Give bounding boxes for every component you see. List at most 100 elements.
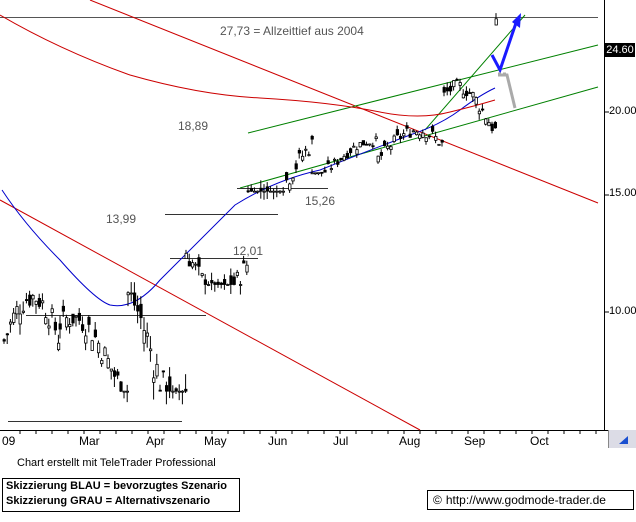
candle-body — [329, 168, 334, 171]
candle-body — [336, 161, 340, 165]
candle-body — [71, 313, 75, 324]
candle-body — [355, 149, 359, 155]
candle-body — [171, 390, 175, 393]
candle-body — [226, 284, 230, 286]
candle-body — [395, 129, 400, 136]
candle-body — [471, 92, 475, 98]
candle-body — [474, 97, 478, 105]
candle-body — [427, 135, 432, 138]
candle-body — [252, 190, 257, 193]
candle-body — [119, 381, 123, 392]
candle-body — [145, 332, 149, 337]
candle-body — [371, 145, 375, 148]
candle-body — [259, 187, 263, 192]
candle-body — [47, 325, 51, 329]
chart-overlays — [0, 0, 636, 434]
candle-body — [304, 148, 308, 151]
candle-body — [53, 321, 58, 331]
level-1526-label: 15,26 — [305, 194, 336, 208]
candle-body — [272, 190, 276, 193]
candle-body — [174, 388, 178, 392]
red-trendline — [0, 199, 421, 431]
candle-body — [77, 312, 81, 321]
candle-body — [129, 292, 133, 295]
last-price-badge: 24.60 — [605, 43, 635, 57]
candle-body — [168, 376, 172, 392]
candle-body — [493, 122, 498, 129]
candle-body — [194, 263, 198, 266]
candle-body — [235, 271, 239, 276]
candle-body — [219, 282, 223, 285]
candle-body — [265, 186, 270, 192]
scenario-legend: Skizzierung BLAU = bevorzugtes Szenario … — [2, 478, 240, 512]
candle-body — [294, 163, 298, 170]
candle-body — [464, 90, 469, 97]
candle-body — [461, 93, 466, 99]
candle-body — [34, 300, 38, 305]
candle-body — [361, 140, 366, 146]
x-tick-label: Apr — [146, 434, 165, 448]
candle-body — [262, 190, 266, 193]
y-tick-label: 10.00 — [609, 305, 636, 317]
candle-body — [382, 140, 387, 146]
x-tick-label: 09 — [2, 434, 16, 448]
candle-body — [494, 18, 498, 26]
candle-body — [307, 154, 311, 157]
candle-body — [278, 190, 282, 193]
candle-body — [484, 118, 488, 125]
candle-body — [284, 172, 289, 181]
candle-body — [452, 80, 456, 88]
candle-body — [103, 347, 107, 357]
candle-body — [12, 312, 16, 323]
candle-body — [288, 183, 292, 191]
candle-body — [50, 308, 54, 313]
candle-body — [316, 172, 321, 175]
candle-body — [374, 136, 378, 140]
candle-body — [268, 190, 273, 193]
candle-body — [487, 122, 491, 127]
candle-body — [249, 187, 253, 192]
candle-body — [458, 82, 462, 86]
level-1889-label: 18,89 — [178, 119, 209, 133]
candle-body — [320, 171, 324, 174]
candle-body — [342, 155, 346, 161]
x-tick-label: Aug — [399, 434, 421, 448]
scenario-grey-arrow — [498, 73, 517, 109]
candle-body — [81, 324, 85, 331]
candle-body — [2, 339, 6, 342]
candle-body — [455, 78, 459, 81]
candle-body — [41, 300, 45, 304]
candle-body — [238, 284, 243, 286]
candle-body — [44, 317, 48, 325]
scroll-corner-button[interactable] — [608, 430, 636, 448]
candle-body — [386, 145, 390, 149]
candle-body — [155, 363, 159, 377]
moving-average-blue — [1, 87, 496, 307]
channel-upper-line — [247, 44, 599, 134]
candle-body — [480, 108, 485, 111]
candle-body — [21, 310, 26, 313]
candle-body — [139, 303, 143, 319]
candle-body — [15, 306, 19, 315]
arrow-icon — [619, 436, 628, 444]
candle-body — [164, 385, 169, 392]
website-link[interactable]: © http://www.godmode-trader.de — [427, 490, 634, 510]
candle-body — [136, 305, 140, 312]
x-tick-label: Mar — [79, 434, 100, 448]
candle-body — [229, 275, 233, 285]
candle-body — [490, 123, 494, 131]
steep-trendline — [424, 14, 526, 131]
level-1201-label: 12,01 — [233, 244, 264, 258]
candle-body — [348, 148, 353, 154]
candle-body — [297, 150, 302, 154]
candle-body — [97, 342, 101, 354]
candle-body — [148, 348, 153, 352]
candle-body — [442, 87, 446, 93]
candle-body — [142, 330, 146, 344]
candle-body — [445, 87, 450, 92]
candle-body — [8, 321, 13, 325]
candle-body — [113, 370, 117, 377]
legend-grey-text: Skizzierung GRAU = Alternativszenario — [6, 495, 211, 507]
candle-body — [392, 135, 396, 142]
candle-body — [187, 261, 191, 267]
